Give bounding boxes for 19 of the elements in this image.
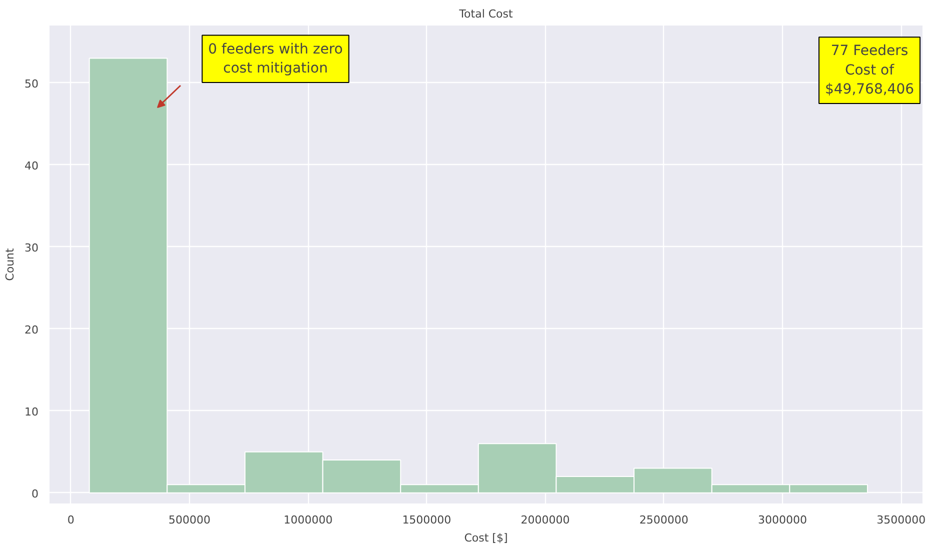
y-tick-label: 40 <box>24 159 39 172</box>
y-tick-label: 0 <box>32 487 38 500</box>
y-axis-title: Count <box>4 247 17 281</box>
x-tick-label: 3000000 <box>758 514 808 526</box>
chart-title: Total Cost <box>458 8 514 20</box>
x-tick-label: 2500000 <box>639 514 688 526</box>
x-tick-label: 1000000 <box>284 514 333 526</box>
x-axis-title: Cost [$] <box>464 532 508 544</box>
annotation: 77 Feeders Cost of $49,768,406 <box>824 43 914 98</box>
y-tick-label: 20 <box>24 323 39 336</box>
annotation: 0 feeders with zero cost mitigation <box>208 41 343 76</box>
x-tick-label: 2000000 <box>520 514 570 526</box>
x-tick-label: 500000 <box>168 514 210 526</box>
y-tick-label: 50 <box>24 77 39 90</box>
x-tick-label: 0 <box>67 514 74 526</box>
y-tick-label: 10 <box>24 405 39 418</box>
y-tick-label: 30 <box>24 241 39 254</box>
x-tick-label: 3500000 <box>876 514 926 526</box>
x-tick-label: 1500000 <box>402 514 452 526</box>
